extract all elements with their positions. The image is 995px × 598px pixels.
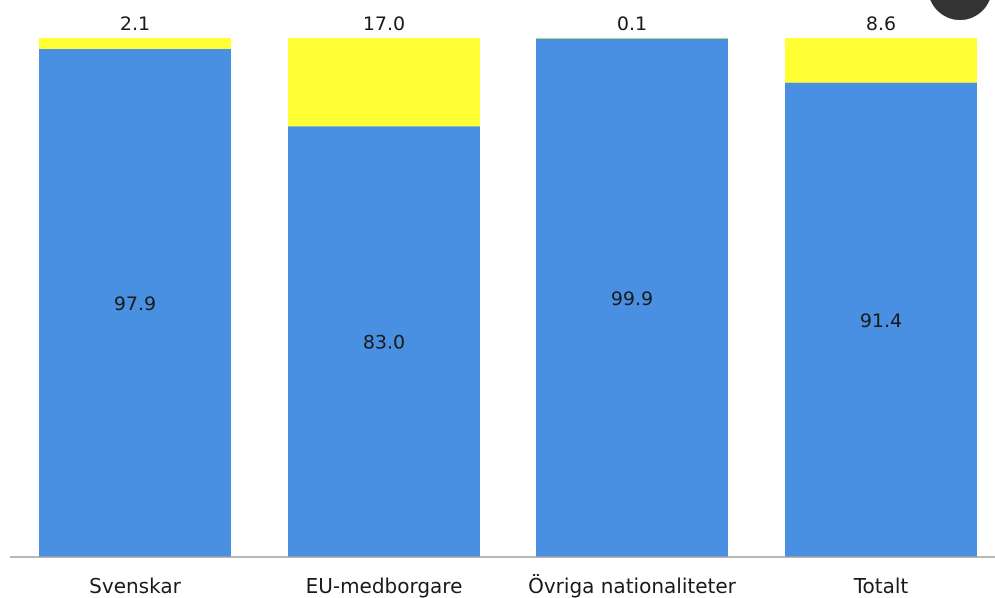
value-label-series-2-3: 0.1: [617, 13, 647, 35]
category-label-2: EU-medborgare: [306, 574, 463, 598]
bar-segment-series-1-3: [536, 38, 728, 558]
bar-segment-series-2-4: [785, 38, 977, 83]
corner-decoration: [930, 0, 990, 20]
value-label-series-2-1: 2.1: [120, 13, 150, 35]
bars-layer: [39, 38, 977, 558]
value-label-series-2-4: 8.6: [866, 13, 896, 35]
value-label-series-1-2: 83.0: [363, 332, 405, 354]
category-labels-layer: Svenskar EU-medborgare Övriga nationalitet…: [89, 574, 908, 598]
bar-segment-series-1-1: [39, 48, 231, 558]
bar-segment-series-1-4: [785, 82, 977, 557]
value-label-series-2-2: 17.0: [363, 13, 405, 35]
value-label-series-1-4: 91.4: [860, 310, 902, 332]
category-label-1: Svenskar: [89, 574, 181, 598]
bar-segment-series-2-3: [536, 38, 728, 39]
bar-segment-series-1-2: [288, 126, 480, 557]
value-label-series-1-3: 99.9: [611, 288, 653, 310]
category-label-4: Totalt: [853, 574, 909, 598]
category-label-3: Övriga nationaliteter: [528, 574, 737, 598]
value-labels-layer: 97.9 2.1 83.0 17.0 99.9 0.1 91.4 8.6: [114, 13, 902, 354]
value-label-series-1-1: 97.9: [114, 293, 156, 315]
bar-segment-series-2-1: [39, 38, 231, 49]
bar-segment-series-2-2: [288, 38, 480, 127]
